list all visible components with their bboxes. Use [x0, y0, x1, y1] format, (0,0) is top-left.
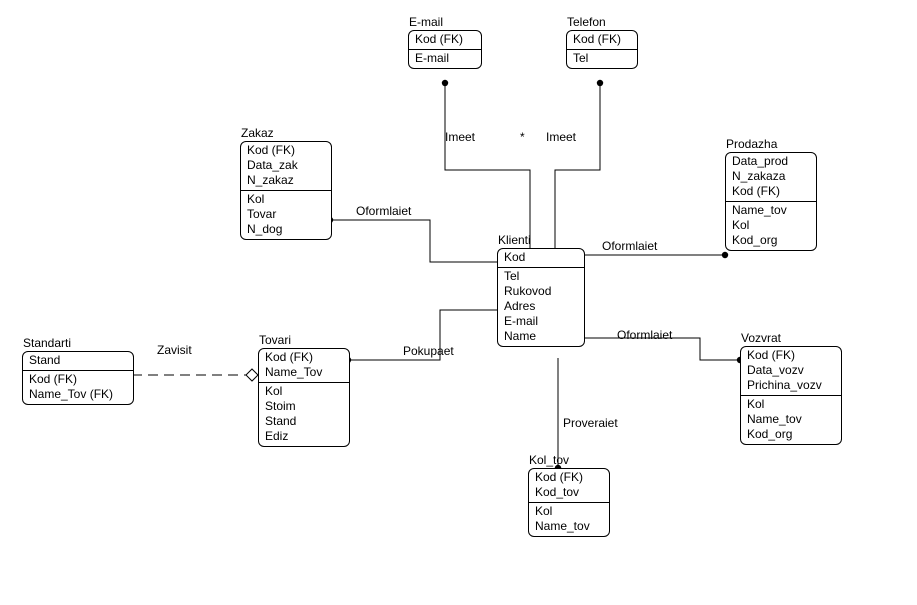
entity-title: Zakaz	[241, 126, 274, 140]
attr-field: Kol	[265, 384, 343, 399]
attr-field: E-mail	[504, 314, 578, 329]
pk-field: Kod	[504, 250, 578, 265]
attr-field: Kol	[747, 397, 835, 412]
edge-email-klienti	[445, 83, 530, 248]
rel-label: Pokupaet	[403, 344, 454, 358]
attr-field: Ediz	[265, 429, 343, 444]
attr-field: Name_Tov (FK)	[29, 387, 127, 402]
attr-field: Name_tov	[535, 519, 603, 534]
entity-title: Vozvrat	[741, 331, 781, 345]
pk-field: Name_Tov	[265, 365, 343, 380]
pk-field: Data_prod	[732, 154, 810, 169]
rel-label: Oformlaiet	[617, 328, 672, 342]
attr-field: N_dog	[247, 222, 325, 237]
entity-email: E-mail Kod (FK) E-mail	[408, 30, 482, 69]
entity-telefon: Telefon Kod (FK) Tel	[566, 30, 638, 69]
pk-field: Kod (FK)	[732, 184, 810, 199]
attr-field: Tel	[573, 51, 631, 66]
attr-field: Adres	[504, 299, 578, 314]
entity-tovari: Tovari Kod (FK) Name_Tov Kol Stoim Stand…	[258, 348, 350, 447]
attr-field: Kol	[732, 218, 810, 233]
attr-field: Tel	[504, 269, 578, 284]
rel-label: Zavisit	[157, 343, 192, 357]
entity-title: Kol_tov	[529, 453, 569, 467]
pk-field: Kod (FK)	[535, 470, 603, 485]
pk-field: Stand	[29, 353, 127, 368]
diamond-icon	[246, 369, 258, 381]
entity-title: E-mail	[409, 15, 443, 29]
attr-field: Stand	[265, 414, 343, 429]
attr-field: Tovar	[247, 207, 325, 222]
attr-field: Kod_org	[732, 233, 810, 248]
entity-koltov: Kol_tov Kod (FK) Kod_tov Kol Name_tov	[528, 468, 610, 537]
pk-field: Kod (FK)	[265, 350, 343, 365]
entity-vozvrat: Vozvrat Kod (FK) Data_vozv Prichina_vozv…	[740, 346, 842, 445]
attr-field: Name	[504, 329, 578, 344]
entity-title: Standarti	[23, 336, 71, 350]
er-diagram: { "diagram": { "type": "er-diagram", "ba…	[0, 0, 917, 605]
entity-title: Tovari	[259, 333, 291, 347]
rel-label: Oformlaiet	[602, 239, 657, 253]
attr-field: Kol	[535, 504, 603, 519]
attr-field: Kod_org	[747, 427, 835, 442]
entity-klienti: Klienti Kod Tel Rukovod Adres E-mail Nam…	[497, 248, 585, 347]
edge-zakaz-klienti	[330, 220, 497, 262]
rel-label: Proveraiet	[563, 416, 618, 430]
rel-label: Imeet	[445, 130, 475, 144]
edge-telefon-klienti	[555, 83, 600, 248]
pk-field: Kod (FK)	[415, 32, 475, 47]
connectors	[0, 0, 917, 605]
rel-label: Imeet	[546, 130, 576, 144]
entity-prodazha: Prodazha Data_prod N_zakaza Kod (FK) Nam…	[725, 152, 817, 251]
pk-field: Kod (FK)	[247, 143, 325, 158]
pk-field: Data_vozv	[747, 363, 835, 378]
attr-field: E-mail	[415, 51, 475, 66]
attr-field: Stoim	[265, 399, 343, 414]
attr-field: Kod (FK)	[29, 372, 127, 387]
attr-field: Name_tov	[732, 203, 810, 218]
pk-field: Data_zak	[247, 158, 325, 173]
attr-field: Rukovod	[504, 284, 578, 299]
entity-title: Telefon	[567, 15, 606, 29]
pk-field: Kod_tov	[535, 485, 603, 500]
pk-field: N_zakaz	[247, 173, 325, 188]
rel-label: Oformlaiet	[356, 204, 411, 218]
pk-field: Kod (FK)	[747, 348, 835, 363]
entity-zakaz: Zakaz Kod (FK) Data_zak N_zakaz Kol Tova…	[240, 141, 332, 240]
pk-field: N_zakaza	[732, 169, 810, 184]
attr-field: Name_tov	[747, 412, 835, 427]
attr-field: Kol	[247, 192, 325, 207]
entity-title: Prodazha	[726, 137, 777, 151]
entity-title: Klienti	[498, 233, 531, 247]
pk-field: Prichina_vozv	[747, 378, 835, 393]
pk-field: Kod (FK)	[573, 32, 631, 47]
entity-standarti: Standarti Stand Kod (FK) Name_Tov (FK)	[22, 351, 134, 405]
rel-star: *	[520, 130, 525, 144]
